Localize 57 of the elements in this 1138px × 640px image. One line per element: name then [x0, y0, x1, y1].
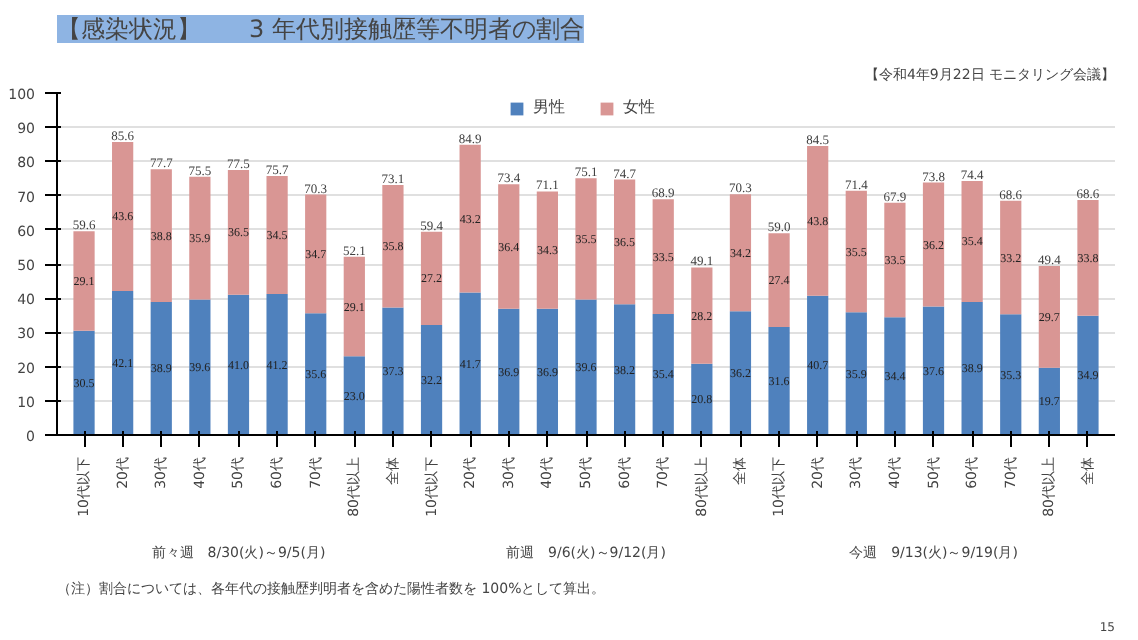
bar — [845, 312, 867, 435]
bar — [150, 169, 172, 302]
bar — [652, 199, 674, 314]
bar — [1000, 200, 1022, 315]
bar — [189, 176, 211, 300]
bar — [536, 308, 559, 435]
bar — [382, 307, 404, 435]
bar — [613, 304, 636, 435]
bar — [807, 146, 829, 296]
bar — [73, 330, 95, 435]
bar — [575, 178, 597, 300]
bar — [382, 185, 404, 308]
bar — [691, 363, 713, 435]
bar — [768, 233, 790, 327]
bar — [227, 169, 250, 295]
bar — [807, 295, 829, 435]
bar — [1038, 367, 1060, 435]
bar — [613, 179, 636, 305]
bar — [112, 291, 134, 435]
bar — [652, 313, 674, 435]
bar — [845, 190, 867, 313]
bar — [1000, 314, 1022, 435]
chart-title: 【感染状況】 3 年代別接触歴等不明者の割合 — [57, 15, 584, 43]
bar — [150, 301, 172, 435]
bar — [922, 182, 945, 307]
bar — [112, 141, 134, 292]
bar — [961, 180, 983, 302]
bar — [961, 301, 983, 435]
bar — [459, 292, 481, 435]
bar — [884, 202, 906, 318]
bar — [266, 176, 288, 295]
bar — [227, 294, 250, 435]
bar — [305, 313, 327, 435]
bar — [73, 231, 95, 331]
bar — [768, 326, 790, 435]
bar — [575, 299, 597, 435]
bar — [922, 306, 945, 435]
bar — [729, 311, 752, 435]
bar — [459, 144, 481, 293]
bar — [729, 194, 752, 312]
bar — [189, 299, 211, 435]
bar — [305, 194, 327, 314]
bar — [343, 356, 365, 435]
bar — [498, 308, 520, 435]
bar — [420, 324, 443, 435]
bar — [1038, 266, 1060, 368]
bar — [1077, 200, 1099, 316]
bar — [343, 256, 365, 357]
bar — [1077, 315, 1099, 435]
legend-label: 男性 — [533, 96, 567, 118]
legend-label: 女性 — [623, 96, 657, 118]
bar — [420, 231, 443, 325]
bar — [691, 267, 713, 364]
bar — [266, 294, 288, 435]
bar — [536, 191, 559, 309]
bar — [498, 184, 520, 309]
bar — [884, 317, 906, 435]
